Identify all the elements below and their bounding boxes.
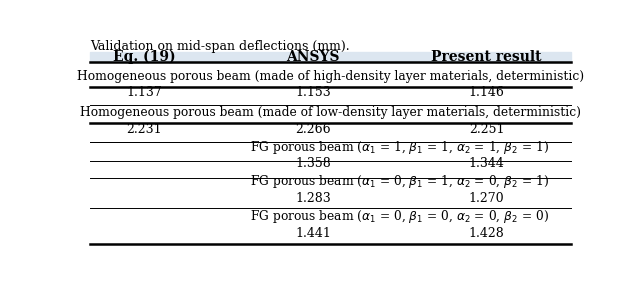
Text: FG porous beam ($\alpha_1$ = 0, $\beta_1$ = 1, $\alpha_2$ = 0, $\beta_2$ = 1): FG porous beam ($\alpha_1$ = 0, $\beta_1… — [250, 173, 550, 190]
Text: 2.251: 2.251 — [469, 123, 504, 136]
Text: 1.283: 1.283 — [295, 192, 331, 205]
Text: FG porous beam ($\alpha_1$ = 0, $\beta_1$ = 0, $\alpha_2$ = 0, $\beta_2$ = 0): FG porous beam ($\alpha_1$ = 0, $\beta_1… — [250, 208, 550, 225]
Text: Homogeneous porous beam (made of low-density layer materials, deterministic): Homogeneous porous beam (made of low-den… — [80, 106, 581, 119]
Text: Eq. (19): Eq. (19) — [113, 50, 176, 64]
Text: Present result: Present result — [431, 50, 542, 64]
Text: 2.266: 2.266 — [295, 123, 331, 136]
Text: 1.441: 1.441 — [295, 227, 331, 240]
Text: 1.270: 1.270 — [469, 192, 504, 205]
Text: 1.428: 1.428 — [469, 227, 504, 240]
Text: 1.358: 1.358 — [295, 157, 331, 170]
Text: 1.137: 1.137 — [127, 86, 163, 99]
Text: Homogeneous porous beam (made of high-density layer materials, deterministic): Homogeneous porous beam (made of high-de… — [77, 70, 584, 83]
Text: 1.344: 1.344 — [468, 157, 505, 170]
Text: 1.153: 1.153 — [295, 86, 331, 99]
Text: ANSYS: ANSYS — [286, 50, 340, 64]
Text: FG porous beam ($\alpha_1$ = 1, $\beta_1$ = 1, $\alpha_2$ = 1, $\beta_2$ = 1): FG porous beam ($\alpha_1$ = 1, $\beta_1… — [250, 139, 550, 156]
Text: 2.231: 2.231 — [127, 123, 163, 136]
Bar — [90, 52, 571, 62]
Text: Validation on mid-span deflections (mm).: Validation on mid-span deflections (mm). — [90, 40, 349, 53]
Text: 1.146: 1.146 — [468, 86, 505, 99]
